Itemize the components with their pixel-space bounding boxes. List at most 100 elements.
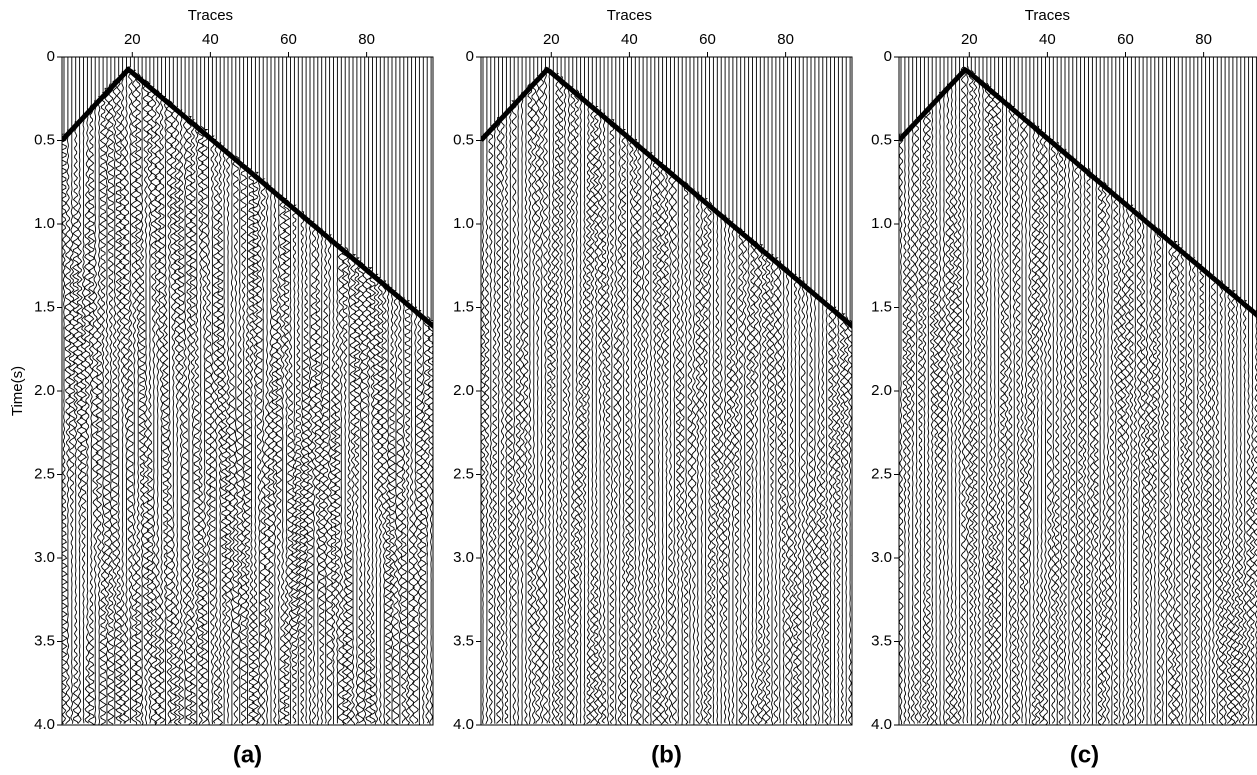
x-tick-label: 20 bbox=[124, 31, 141, 48]
wiggle bbox=[367, 57, 377, 724]
wiggle bbox=[945, 57, 951, 725]
wiggle bbox=[535, 57, 541, 724]
wiggle bbox=[819, 57, 826, 724]
wiggle bbox=[667, 57, 674, 724]
wiggle bbox=[764, 57, 771, 724]
wiggle bbox=[126, 57, 134, 724]
wiggle bbox=[1179, 57, 1185, 725]
wiggle bbox=[976, 57, 982, 725]
wiggle bbox=[601, 57, 607, 724]
wiggle bbox=[581, 57, 588, 725]
wiggle bbox=[562, 57, 568, 725]
wiggle bbox=[83, 57, 92, 724]
panel: 20 40 60 80 0 0.5 1.0 1.5 2.0 2.5 3.0 3.5 4.0 Traces (… bbox=[871, 7, 1257, 768]
wiggle bbox=[1058, 57, 1064, 725]
wiggle bbox=[695, 57, 701, 725]
wiggle bbox=[987, 57, 994, 725]
y-tick-label: 3.5 bbox=[871, 632, 892, 649]
wiggle bbox=[843, 57, 849, 724]
wiggle bbox=[181, 57, 189, 724]
wiggle bbox=[796, 57, 802, 724]
wiggle bbox=[538, 57, 545, 724]
y-tick-label: 2.0 bbox=[34, 382, 55, 399]
wiggle bbox=[1206, 57, 1213, 723]
wiggle bbox=[1218, 57, 1225, 725]
wiggle bbox=[515, 57, 521, 725]
wiggle bbox=[991, 57, 998, 725]
wiggle bbox=[644, 57, 650, 724]
wiggle bbox=[812, 57, 818, 725]
wiggle bbox=[773, 57, 779, 725]
wiggle bbox=[1070, 57, 1076, 724]
wiggle bbox=[597, 57, 603, 725]
wiggle bbox=[856, 57, 860, 725]
wiggle bbox=[1159, 57, 1166, 724]
wiggle bbox=[423, 57, 431, 724]
wiggle bbox=[980, 57, 986, 725]
wiggle bbox=[738, 57, 744, 725]
trace-wiggles bbox=[62, 57, 433, 725]
wiggle bbox=[956, 57, 963, 724]
wiggle bbox=[71, 57, 80, 724]
y-axis-label: Time(s) bbox=[9, 366, 26, 416]
wiggle bbox=[1034, 57, 1041, 725]
wiggle bbox=[484, 57, 490, 725]
wiggle bbox=[593, 57, 600, 725]
wiggle bbox=[228, 57, 236, 725]
wiggle bbox=[613, 57, 619, 725]
wiggle bbox=[235, 57, 244, 724]
wiggle bbox=[142, 57, 150, 725]
wiggle bbox=[1124, 57, 1131, 725]
wiggle bbox=[503, 57, 510, 724]
wiggle bbox=[306, 57, 314, 725]
wiggle bbox=[1081, 57, 1088, 724]
wiggle bbox=[847, 57, 852, 725]
wiggle bbox=[952, 57, 959, 725]
wiggle bbox=[1011, 57, 1017, 725]
wiggle bbox=[481, 57, 486, 725]
wiggle bbox=[816, 57, 822, 725]
wiggle bbox=[1195, 57, 1201, 724]
wiggle bbox=[499, 57, 506, 724]
wiggle bbox=[329, 57, 338, 725]
wiggle bbox=[1249, 57, 1256, 724]
wiggle bbox=[103, 57, 111, 725]
wiggle bbox=[294, 57, 302, 725]
wiggle bbox=[964, 57, 971, 724]
wiggle bbox=[1198, 57, 1205, 725]
wiggle bbox=[381, 57, 388, 725]
wiggle bbox=[1242, 57, 1248, 725]
panel: 20 40 60 80 0 0.5 1.0 1.5 2.0 2.5 3.0 3.5 4.0 Traces (… bbox=[453, 7, 860, 768]
wiggle bbox=[1171, 57, 1178, 724]
wiggle bbox=[275, 57, 283, 725]
wiggle bbox=[839, 57, 846, 724]
wiggle bbox=[655, 57, 662, 724]
wiggle bbox=[134, 57, 142, 724]
wiggle bbox=[232, 57, 240, 725]
wiggle bbox=[1105, 57, 1111, 724]
wiggle bbox=[823, 57, 830, 725]
wiggle bbox=[192, 57, 201, 725]
wiggle bbox=[278, 57, 287, 724]
wiggle bbox=[569, 57, 576, 725]
wiggle bbox=[632, 57, 638, 724]
wiggle bbox=[753, 57, 760, 724]
wiggle bbox=[702, 57, 709, 725]
wiggle bbox=[1015, 57, 1021, 725]
wiggle bbox=[742, 57, 748, 724]
wiggle bbox=[836, 57, 841, 725]
wiggle bbox=[185, 57, 193, 725]
wiggle bbox=[730, 57, 736, 724]
wiggle bbox=[130, 57, 138, 725]
wiggle bbox=[64, 57, 72, 725]
wiggle bbox=[1214, 57, 1221, 724]
wiggle bbox=[1089, 57, 1096, 725]
wiggle bbox=[243, 57, 252, 724]
x-axis-label: Traces bbox=[1025, 7, 1070, 24]
x-tick-label: 40 bbox=[621, 31, 638, 48]
y-tick-label: 2.5 bbox=[871, 465, 892, 482]
wiggle bbox=[659, 57, 666, 725]
wiggle bbox=[282, 57, 291, 725]
wiggle bbox=[1023, 57, 1029, 725]
wiggle bbox=[173, 57, 181, 725]
